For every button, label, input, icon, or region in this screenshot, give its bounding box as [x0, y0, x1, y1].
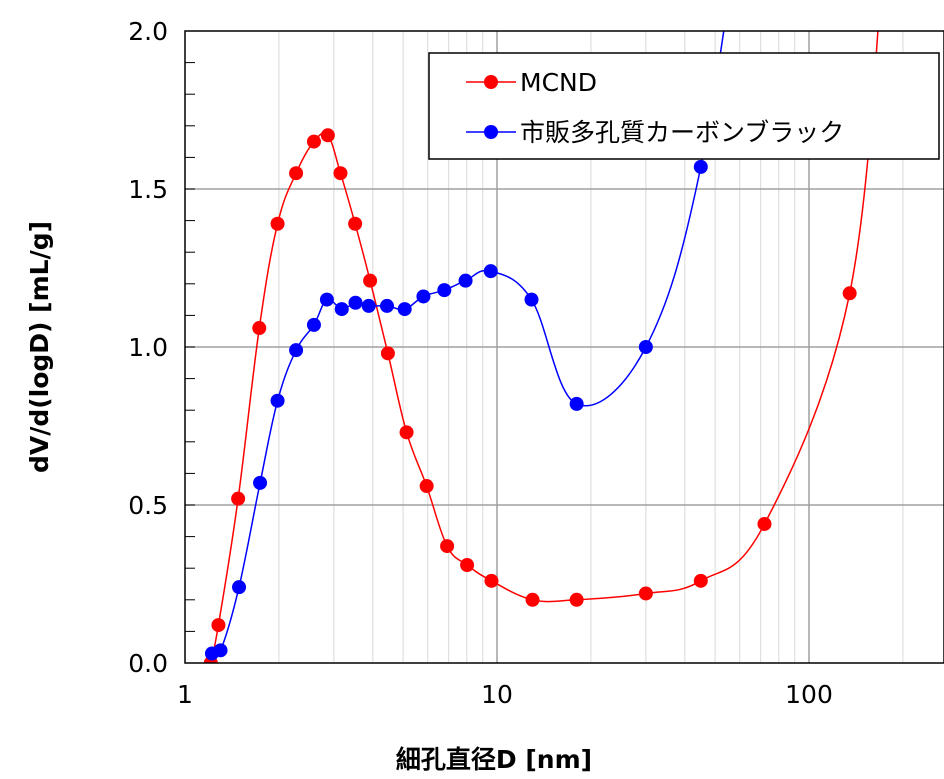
data-point — [693, 159, 708, 174]
data-point — [361, 298, 376, 313]
data-point — [525, 592, 540, 607]
data-point — [211, 618, 226, 633]
legend-item: 市販多孔質カーボンブラック — [466, 118, 844, 147]
data-point — [306, 134, 321, 149]
series-mcnd — [203, 31, 879, 663]
data-point — [289, 166, 304, 181]
y-tick-label: 1.0 — [128, 333, 168, 362]
x-tick-label: 100 — [785, 680, 833, 709]
data-point — [253, 475, 268, 490]
data-point — [638, 586, 653, 601]
data-point — [319, 292, 334, 307]
data-point — [270, 393, 285, 408]
data-point — [348, 295, 363, 310]
data-point — [484, 573, 499, 588]
data-point — [270, 216, 285, 231]
series-layer — [203, 31, 879, 663]
data-point — [397, 302, 412, 317]
data-point — [416, 289, 431, 304]
data-point — [348, 216, 363, 231]
data-point — [460, 558, 475, 573]
y-tick-label: 2.0 — [128, 17, 168, 46]
legend: MCND 市販多孔質カーボンブラック — [428, 52, 940, 160]
data-point — [363, 273, 378, 288]
legend-marker — [484, 125, 498, 139]
data-point — [569, 396, 584, 411]
data-point — [842, 286, 857, 301]
y-tick-label: 0.5 — [128, 491, 168, 520]
series-carbon-black — [204, 31, 725, 661]
data-point — [379, 298, 394, 313]
legend-marker — [484, 75, 498, 89]
x-axis-title: 細孔直径D [nm] — [396, 745, 592, 774]
data-point — [458, 273, 473, 288]
legend-item: MCND — [466, 68, 597, 97]
y-axis-title: dV/d(logD) [mL/g] — [25, 221, 54, 473]
data-point — [419, 479, 434, 494]
data-point — [334, 302, 349, 317]
data-point — [231, 491, 246, 506]
data-point — [569, 592, 584, 607]
data-point — [693, 573, 708, 588]
data-point — [380, 346, 395, 361]
data-point — [483, 264, 498, 279]
legend-label: 市販多孔質カーボンブラック — [520, 118, 844, 147]
data-point — [320, 128, 335, 143]
data-point — [757, 516, 772, 531]
data-point — [213, 643, 228, 658]
y-tick-label: 1.5 — [128, 175, 168, 204]
data-point — [638, 340, 653, 354]
data-point — [232, 580, 247, 595]
data-point — [524, 292, 539, 307]
data-point — [399, 425, 414, 440]
plot-area-frame — [184, 30, 944, 664]
data-point — [306, 317, 321, 332]
legend-label: MCND — [520, 68, 597, 97]
data-point — [440, 539, 455, 554]
legend-box — [428, 52, 940, 160]
data-point — [289, 343, 304, 358]
y-tick-label: 0.0 — [128, 649, 168, 678]
data-point — [333, 166, 348, 181]
data-point — [437, 283, 452, 298]
x-tick-label: 1 — [177, 680, 193, 709]
x-tick-label: 10 — [481, 680, 513, 709]
tick-labels: 1 10 100 0.0 0.5 1.0 1.5 2.0 — [128, 17, 833, 709]
data-point — [252, 321, 267, 336]
